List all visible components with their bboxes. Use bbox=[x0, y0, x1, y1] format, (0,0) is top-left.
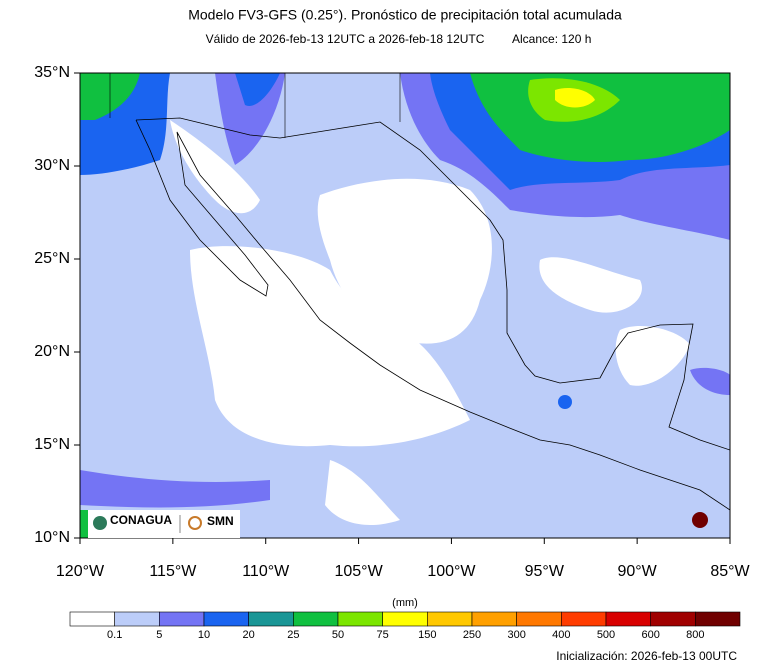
colorbar-box bbox=[561, 611, 607, 627]
colorbar-box bbox=[471, 611, 517, 627]
lat-label: 25°N bbox=[34, 250, 70, 267]
colorbar-label: 50 bbox=[332, 629, 344, 641]
colorbar-label: 20 bbox=[243, 629, 255, 641]
colorbar-label: 25 bbox=[287, 629, 299, 641]
lon-label: 85°W bbox=[710, 563, 750, 580]
lon-label: 95°W bbox=[525, 563, 565, 580]
lon-label: 105°W bbox=[334, 563, 383, 580]
colorbar-label: 10 bbox=[198, 629, 210, 641]
colorbar-box bbox=[293, 611, 339, 627]
colorbar-box bbox=[605, 611, 651, 627]
colorbar-label: 250 bbox=[463, 629, 481, 641]
colorbar-label: 600 bbox=[641, 629, 659, 641]
lat-label: 10°N bbox=[34, 529, 70, 546]
title: Modelo FV3-GFS (0.25°). Pronóstico de pr… bbox=[188, 7, 622, 23]
plot-frame bbox=[79, 72, 731, 539]
colorbar-unit: (mm) bbox=[392, 597, 418, 609]
colorbar-box bbox=[248, 611, 294, 627]
colorbar-label: 300 bbox=[507, 629, 525, 641]
colorbar-box bbox=[114, 611, 160, 627]
colorbar-label: 400 bbox=[552, 629, 570, 641]
subtitle: Válido de 2026-feb-13 12UTC a 2026-feb-1… bbox=[206, 32, 485, 46]
colorbar: 0.1 5 10 20 25 50 75 150 250 300 400 500 600 800 bbox=[69, 611, 741, 641]
colorbar-box bbox=[203, 611, 249, 627]
colorbar-label: 0.1 bbox=[107, 629, 122, 641]
colorbar-box bbox=[516, 611, 562, 627]
colorbar-label: 800 bbox=[686, 629, 704, 641]
lat-label: 35°N bbox=[34, 64, 70, 81]
colorbar-box bbox=[337, 611, 383, 627]
lat-label: 15°N bbox=[34, 436, 70, 453]
lon-label: 100°W bbox=[427, 563, 476, 580]
colorbar-box bbox=[427, 611, 473, 627]
colorbar-label: 150 bbox=[418, 629, 436, 641]
lat-label: 30°N bbox=[34, 157, 70, 174]
colorbar-box bbox=[695, 611, 741, 627]
precip-field bbox=[80, 73, 730, 538]
colorbar-label: 75 bbox=[377, 629, 389, 641]
colorbar-box bbox=[69, 611, 115, 627]
lat-label: 20°N bbox=[34, 343, 70, 360]
init-time: Inicialización: 2026-feb-13 00UTC bbox=[556, 649, 737, 663]
logo-right: SMN bbox=[207, 514, 234, 528]
lon-label: 90°W bbox=[617, 563, 657, 580]
lon-label: 120°W bbox=[56, 563, 105, 580]
range: Alcance: 120 h bbox=[512, 32, 591, 46]
colorbar-label: 500 bbox=[597, 629, 615, 641]
logo-left: CONAGUA bbox=[110, 513, 172, 527]
lon-label: 110°W bbox=[242, 563, 290, 580]
logo-box: CONAGUA SMN bbox=[88, 510, 240, 538]
colorbar-box bbox=[382, 611, 428, 627]
lon-label: 115°W bbox=[149, 563, 197, 580]
colorbar-box bbox=[159, 611, 205, 627]
colorbar-label: 5 bbox=[156, 629, 162, 641]
colorbar-box bbox=[650, 611, 696, 627]
